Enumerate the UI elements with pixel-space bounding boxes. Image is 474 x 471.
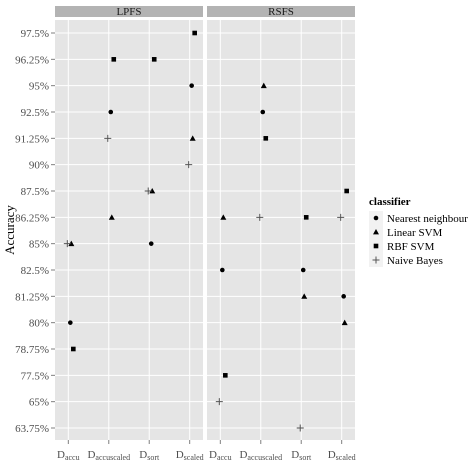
legend-key-circle xyxy=(373,215,379,221)
y-tick-label: 86.25% xyxy=(15,212,49,224)
x-tick-label: Daccu xyxy=(209,449,232,462)
data-point xyxy=(256,213,264,221)
legend-key-plus xyxy=(372,256,380,264)
data-point xyxy=(144,187,152,195)
data-point xyxy=(215,398,223,406)
y-tick-label: 82.5% xyxy=(21,265,49,277)
data-point xyxy=(68,240,75,247)
data-point xyxy=(263,136,269,141)
data-point xyxy=(108,109,114,115)
panel-strip xyxy=(207,6,355,17)
data-point xyxy=(151,57,157,62)
x-tick-label: Daccu xyxy=(57,449,80,462)
y-tick-label: 90% xyxy=(29,160,49,172)
legend-label: Linear SVM xyxy=(387,227,443,239)
data-point xyxy=(301,293,308,299)
data-point xyxy=(104,134,112,142)
legend-label: RBF SVM xyxy=(387,241,435,253)
data-point xyxy=(111,57,117,62)
panel-lpfs: LPFS xyxy=(55,6,203,440)
points-rsfs xyxy=(215,82,349,432)
data-point xyxy=(63,240,71,248)
data-point xyxy=(108,214,115,220)
y-tick-label: 87.5% xyxy=(21,186,49,198)
panel-rsfs: RSFS xyxy=(207,6,355,440)
x-tick-label: Dsort xyxy=(139,449,160,462)
data-point xyxy=(223,373,228,378)
legend-key-square xyxy=(373,243,379,249)
legend-label: Naive Bayes xyxy=(387,255,443,267)
data-point xyxy=(260,82,267,89)
y-tick-label: 97.5% xyxy=(21,28,49,40)
y-tick-label: 80% xyxy=(29,318,49,330)
y-axis: 63.75% 65% 77.5% 78.75% 80% 81.25% 82.5% 85% 86.… xyxy=(2,28,55,435)
y-tick-label: 91.25% xyxy=(15,133,49,145)
data-point xyxy=(148,241,154,246)
y-tick-label: 78.75% xyxy=(15,344,49,356)
data-point xyxy=(296,424,304,432)
y-tick-label: 96.25% xyxy=(15,54,49,66)
legend-label: Nearest neighbour xyxy=(387,213,468,225)
panel-strip-label: LPFS xyxy=(116,6,141,18)
y-tick-label: 81.25% xyxy=(15,291,49,303)
points-lpfs xyxy=(63,30,197,352)
legend-key-triangle xyxy=(373,229,379,235)
y-tick-label: 95% xyxy=(29,81,49,93)
legend: classifier Nearest neighbour Linear SVM RBF… xyxy=(369,196,468,267)
y-axis-title: Accuracy xyxy=(2,205,17,255)
data-point xyxy=(220,267,225,273)
panel-background xyxy=(207,20,355,440)
data-point xyxy=(337,213,345,221)
legend-title: classifier xyxy=(369,196,411,208)
x-tick-label: Daccuscaled xyxy=(239,449,282,462)
x-tick-label: Dsort xyxy=(291,449,312,462)
x-axis: Daccu Daccuscaled Dsort Dscaled Daccu Daccusc… xyxy=(57,440,356,462)
y-tick-label: 65% xyxy=(29,397,49,409)
data-point xyxy=(220,214,227,220)
data-point xyxy=(260,109,266,115)
data-point xyxy=(68,320,73,325)
y-tick-label: 85% xyxy=(29,239,49,251)
panel-strip-label: RSFS xyxy=(268,6,294,18)
data-point xyxy=(300,267,306,273)
data-point xyxy=(189,83,194,88)
x-tick-label: Daccuscaled xyxy=(87,449,130,462)
panel-background xyxy=(55,20,203,440)
data-point xyxy=(192,30,197,36)
data-point xyxy=(341,319,348,326)
data-point xyxy=(344,188,349,194)
x-tick-label: Dscaled xyxy=(176,449,204,462)
data-point xyxy=(303,215,309,220)
data-point xyxy=(149,188,156,194)
data-point xyxy=(189,135,196,141)
panel-strip xyxy=(55,6,203,17)
data-point xyxy=(185,161,193,169)
y-tick-label: 92.5% xyxy=(21,107,49,119)
y-tick-label: 77.5% xyxy=(21,370,49,382)
data-point xyxy=(71,346,76,352)
y-tick-label: 63.75% xyxy=(15,423,49,435)
x-tick-label: Dscaled xyxy=(328,449,356,462)
data-point xyxy=(341,294,346,299)
